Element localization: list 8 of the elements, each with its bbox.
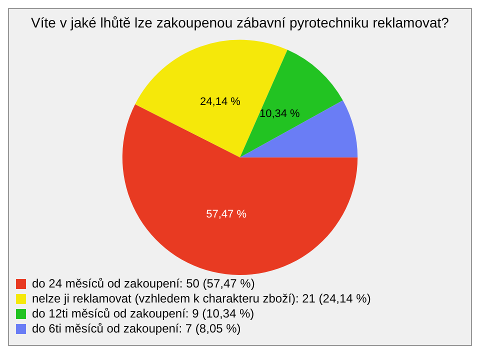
data-label: 24,14 % <box>200 96 241 108</box>
legend-label: do 6ti měsíců od zakoupení: 7 (8,05 %) <box>32 321 241 336</box>
legend-label: do 24 měsíců od zakoupení: 50 (57,47 %) <box>32 276 255 290</box>
data-label: 57,47 % <box>206 208 247 221</box>
legend-label: nelze ji reklamovat (vzhledem k charakteru zboží): 21 (24,14 %) <box>32 291 371 306</box>
data-label: 10,34 % <box>259 108 300 120</box>
legend-label: do 12ti měsíců od zakoupení: 9 (10,34 %) <box>32 306 254 320</box>
chart-title: Víte v jaké lhůtě lze zakoupenou zábavní pyrotechniku reklamovat? <box>31 14 450 30</box>
